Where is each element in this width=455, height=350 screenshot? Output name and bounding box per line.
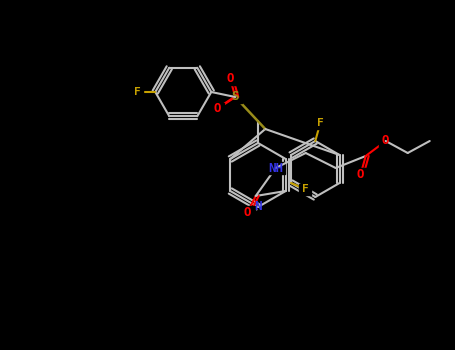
Text: O: O [227,72,234,85]
Text: O: O [382,134,389,147]
Bar [314,118,326,128]
Text: O: O [213,103,221,116]
Bar [299,183,311,195]
Bar [241,206,255,218]
Text: N: N [254,201,262,214]
Bar [228,91,242,103]
Bar [131,86,143,98]
Text: O: O [244,205,252,218]
Text: S: S [232,91,239,104]
Bar [379,135,393,147]
Text: F: F [317,118,324,128]
Text: F: F [302,184,308,194]
Text: NH: NH [268,161,283,175]
Bar [267,162,285,174]
Text: F: F [134,87,141,97]
Bar [210,103,224,115]
Text: O: O [357,168,364,181]
Bar [223,73,238,85]
Bar [354,168,368,180]
